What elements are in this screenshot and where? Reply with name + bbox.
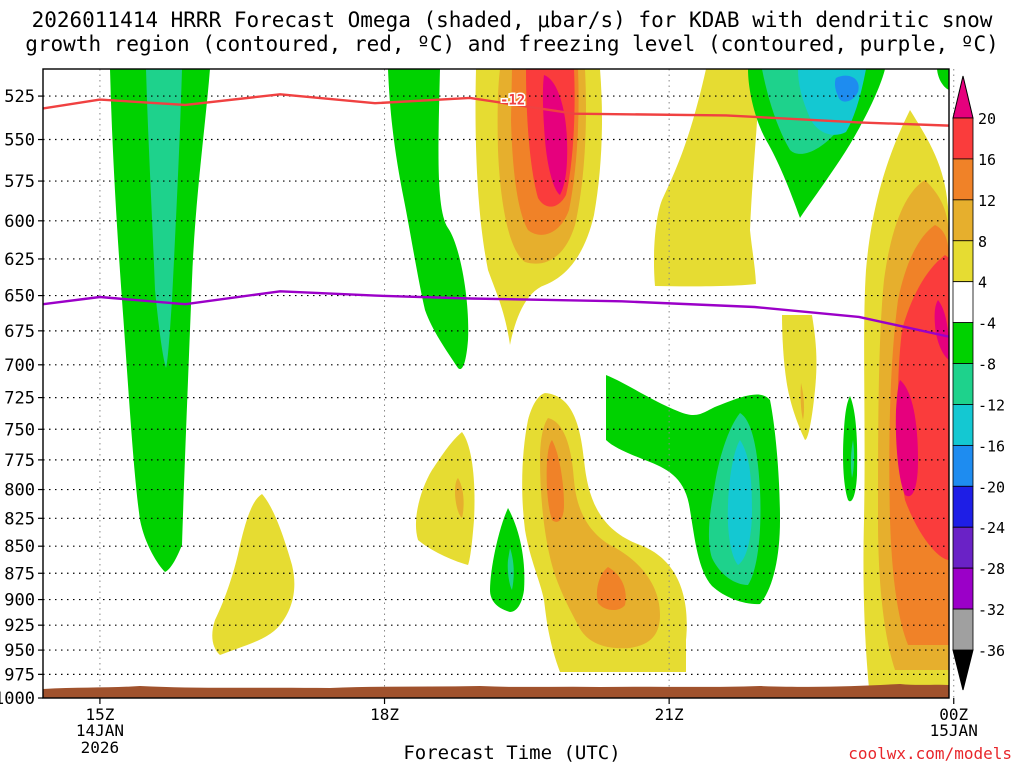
colorbar-label: 12 [978, 192, 996, 210]
colorbar-bin [952, 363, 974, 405]
y-tick-label: 600 [4, 212, 35, 232]
colorbar-label: -32 [978, 601, 1005, 619]
colorbar-bin [952, 444, 974, 487]
y-tick-label: 725 [4, 389, 35, 409]
y-tick-label: 525 [4, 87, 35, 107]
omega-region [596, 567, 626, 611]
contour-line [43, 290, 949, 338]
colorbar-label: 4 [978, 274, 987, 292]
omega-region [540, 418, 660, 649]
colorbar-bin [952, 199, 974, 242]
x-tick-label: 15Z [85, 705, 114, 724]
y-tick-label: 675 [4, 322, 35, 342]
colorbar-bin [952, 608, 974, 651]
colorbar-top-arrow [952, 75, 974, 119]
x-tick-date: 14JAN [76, 721, 124, 740]
colorbar-bin [952, 404, 974, 446]
colorbar-label: -16 [978, 437, 1005, 455]
chart-title-line-1: 2026011414 HRRR Forecast Omega (shaded, … [31, 8, 993, 32]
colorbar-label: -12 [978, 396, 1005, 414]
omega-region [212, 494, 295, 655]
y-tick-label: 925 [4, 616, 35, 636]
y-tick-label: 775 [4, 451, 35, 471]
colorbar-bottom-arrow [952, 649, 974, 691]
x-tick-label: 18Z [370, 705, 399, 724]
colorbar-label: 8 [978, 233, 987, 251]
y-tick-label: 975 [4, 665, 35, 685]
y-tick-label: 875 [4, 564, 35, 584]
colorbar-bin [952, 281, 974, 324]
x-tick-label: 00Z [939, 705, 968, 724]
colorbar-bin [952, 526, 974, 569]
omega-region [542, 75, 568, 195]
y-tick-label: 950 [4, 641, 35, 661]
omega-region [937, 69, 949, 90]
colorbar-label: -28 [978, 560, 1005, 578]
omega-region [546, 440, 564, 522]
omega-region [146, 69, 182, 368]
omega-shading [110, 69, 949, 698]
y-tick-label: 575 [4, 172, 35, 192]
omega-region [490, 508, 525, 612]
omega-region [388, 69, 469, 370]
y-axis: 525 550 575 600 625 650 675 700 725 750 775 800 825 8… [0, 87, 43, 709]
colorbar-bin [952, 117, 974, 160]
y-tick-label: 825 [4, 509, 35, 529]
omega-region [834, 75, 859, 102]
omega-region [415, 432, 475, 565]
contour-line [43, 93, 949, 127]
chart-title-line-2: growth region (contoured, red, ºC) and f… [25, 32, 999, 56]
colorbar-bin [952, 158, 974, 201]
x-axis: 15Z14JAN202618Z21Z00Z15JAN03Z06Z [76, 698, 978, 757]
colorbar-bin [952, 322, 974, 364]
colorbar-label: -36 [978, 642, 1005, 660]
x-axis-title: Forecast Time (UTC) [403, 742, 621, 764]
omega-region [653, 69, 760, 287]
x-tick-year: 2026 [81, 738, 120, 757]
omega-region [843, 396, 858, 502]
omega-region [507, 548, 514, 590]
y-tick-label: 650 [4, 287, 35, 307]
colorbar-label: -20 [978, 478, 1005, 496]
credit-text: coolwx.com/models [848, 744, 1012, 763]
colorbar-label: -24 [978, 519, 1005, 537]
omega-region [455, 478, 464, 518]
plot-frame [42, 68, 950, 699]
omega-region [782, 315, 817, 440]
omega-region [800, 383, 805, 420]
contour-lines: -120 [43, 91, 949, 350]
omega-region [934, 300, 949, 360]
y-tick-label: 625 [4, 250, 35, 270]
omega-region [850, 440, 855, 478]
grid-lines [43, 69, 955, 698]
omega-region [895, 380, 918, 497]
colorbar-bin [952, 240, 974, 283]
y-tick-label: 850 [4, 537, 35, 557]
contour-label: -12 [500, 93, 525, 109]
colorbar-bin [952, 567, 974, 610]
colorbar: 20 16 12 8 4 -4 -8 -12 -16 -20 -24 -28 -32 -36 [952, 75, 1005, 691]
topography-strip [43, 684, 949, 698]
y-tick-label: 900 [4, 591, 35, 611]
x-tick-label: 21Z [655, 705, 684, 724]
colorbar-label: 16 [978, 151, 996, 169]
colorbar-label: 20 [978, 110, 996, 128]
colorbar-bin [952, 485, 974, 528]
omega-region [727, 440, 752, 565]
y-tick-label: 750 [4, 420, 35, 440]
y-tick-label: 1000 [0, 689, 35, 709]
y-tick-label: 700 [4, 356, 35, 376]
x-tick-date: 15JAN [930, 721, 978, 740]
y-tick-label: 550 [4, 131, 35, 151]
y-tick-label: 800 [4, 481, 35, 501]
colorbar-label: -4 [978, 315, 996, 333]
colorbar-label: -8 [978, 356, 996, 374]
